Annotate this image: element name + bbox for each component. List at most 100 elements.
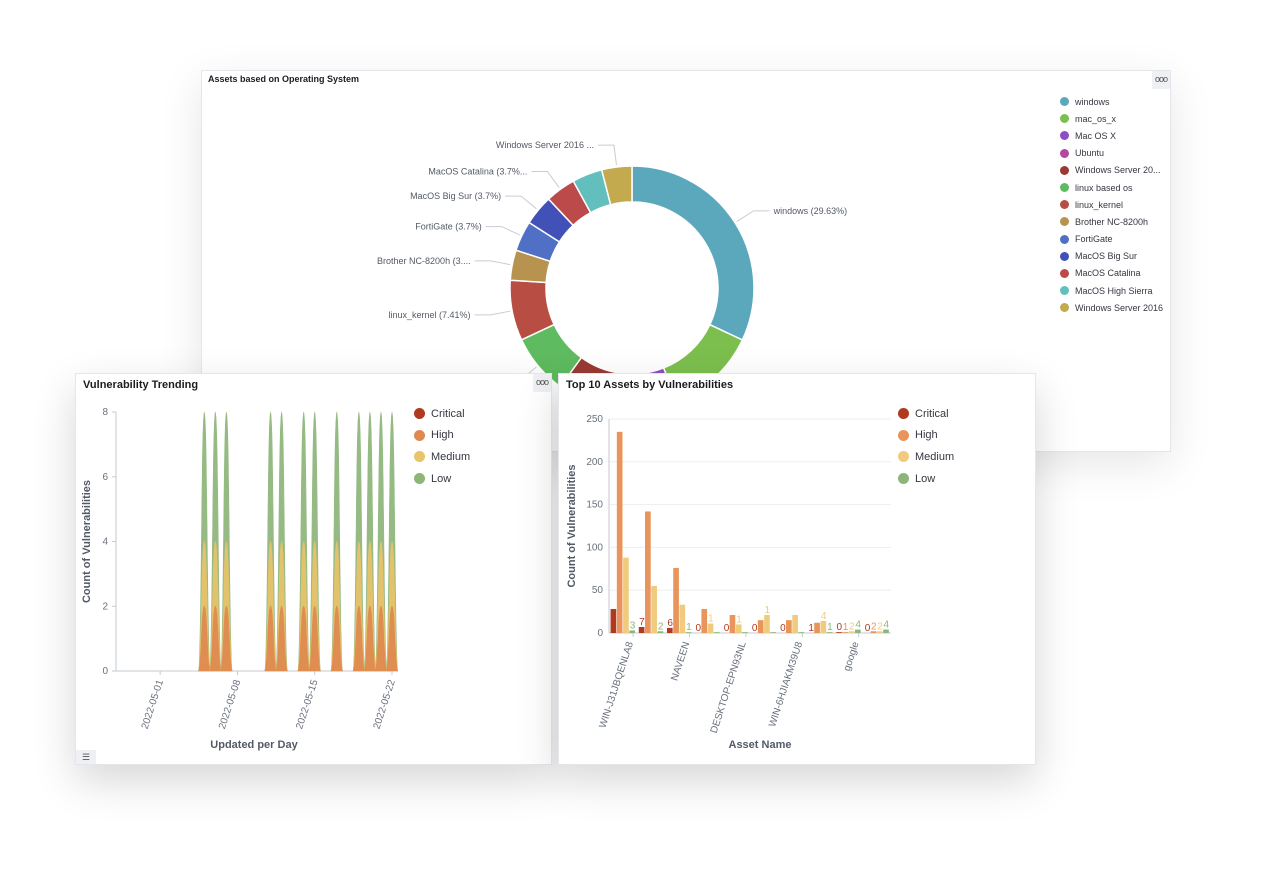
legend-dot <box>1060 97 1069 107</box>
y-tick-label: 200 <box>586 457 603 468</box>
pie-label-leader <box>485 226 521 236</box>
legend-item[interactable]: Critical <box>898 403 954 425</box>
bar-data-label: 2 <box>871 621 877 632</box>
legend-label: Mac OS X <box>1075 130 1117 141</box>
legend-item[interactable]: Critical <box>414 403 470 425</box>
legend-label: windows <box>1075 96 1110 107</box>
vulnerability-trending-panel: Vulnerability Trending ooo 0 2 4 6 8 2022-05-… <box>75 373 552 765</box>
legend-dot <box>898 473 909 485</box>
bar <box>651 585 657 633</box>
bar <box>848 631 855 633</box>
area-segment <box>308 605 322 672</box>
legend-dot <box>1060 303 1069 313</box>
bar-data-label: 1 <box>708 614 714 625</box>
bar-data-label: 6 <box>667 618 673 629</box>
ellipsis-icon[interactable]: ooo <box>533 374 551 392</box>
x-tick-label: 2022-05-22 <box>372 678 398 730</box>
x-axis-title: Asset Name <box>729 739 792 751</box>
legend-item[interactable]: Medium <box>414 446 470 468</box>
legend-item[interactable]: Brother NC-8200h <box>1060 213 1163 230</box>
legend-dot <box>1060 251 1069 261</box>
vulnerability-trend-chart: 0 2 4 6 8 2022-05-01 2022-05-08 2022-05-15 2022-… <box>81 407 399 751</box>
bar <box>707 623 714 633</box>
legend-item[interactable]: Windows Server 20... <box>1060 162 1163 179</box>
legend-dot <box>898 429 909 441</box>
area-segment <box>374 605 388 672</box>
bar <box>814 622 820 633</box>
legend-label: MacOS Catalina <box>1075 268 1141 279</box>
bar <box>623 557 629 633</box>
legend-item[interactable]: MacOS Catalina <box>1060 265 1163 282</box>
legend-label: Ubuntu <box>1075 148 1105 159</box>
trend-legend: Critical High Medium Low <box>414 403 470 489</box>
y-tick-label: 6 <box>102 472 108 483</box>
bar <box>854 629 861 633</box>
legend-dot <box>1060 268 1069 278</box>
legend-item[interactable]: Medium <box>898 446 954 468</box>
pie-slice <box>600 165 633 206</box>
bar-data-label: 4 <box>884 620 890 631</box>
bar-data-label: 2 <box>849 621 855 632</box>
x-tick-label: DESKTOP-EPN93NL <box>709 640 749 735</box>
ellipsis-icon[interactable]: ooo <box>1152 71 1170 89</box>
pie-label-leader <box>597 144 617 166</box>
x-tick-label: WIN-6HJIAKM39U8 <box>767 640 805 728</box>
legend-item[interactable]: MacOS Big Sur <box>1060 248 1163 265</box>
legend-item[interactable]: High <box>898 425 954 447</box>
pie-label-leader <box>531 170 560 188</box>
legend-item[interactable]: linux_kernel <box>1060 196 1163 213</box>
bar-data-label: 2 <box>877 621 883 632</box>
legend-label: Medium <box>915 450 955 463</box>
legend-dot <box>414 473 425 485</box>
legend-item[interactable]: linux based os <box>1060 179 1163 196</box>
bar <box>729 615 736 633</box>
bar <box>870 631 877 633</box>
legend-item[interactable]: MacOS High Sierra <box>1060 282 1163 299</box>
pie-slice-label: windows (29.63%) <box>773 206 848 216</box>
bar-data-label: 1 <box>686 622 692 633</box>
y-tick-label: 8 <box>102 407 108 418</box>
bar <box>685 632 692 633</box>
legend-item[interactable]: Windows Server 2016 <box>1060 299 1163 316</box>
legend-label: Medium <box>431 450 471 463</box>
legend-item[interactable]: Low <box>898 468 954 490</box>
area-segment <box>363 605 377 672</box>
bar-data-label: 0 <box>865 623 871 634</box>
legend-item[interactable]: Ubuntu <box>1060 145 1163 162</box>
legend-item[interactable]: FortiGate <box>1060 231 1163 248</box>
y-tick-label: 2 <box>102 601 108 612</box>
bar <box>836 632 842 633</box>
bar <box>883 629 889 633</box>
legend-label: mac_os_x <box>1075 113 1117 124</box>
pie-slice-label: Brother NC-8200h (3.... <box>377 256 471 266</box>
legend-dot <box>1060 165 1069 175</box>
panel-title: Vulnerability Trending <box>83 379 199 391</box>
panel-title: Top 10 Assets by Vulnerabilities <box>566 379 734 391</box>
legend-dot <box>898 408 909 420</box>
legend-dot <box>414 408 425 420</box>
bar <box>842 632 849 633</box>
legend-label: Critical <box>431 407 465 420</box>
y-tick-label: 100 <box>586 542 603 553</box>
bar <box>757 620 764 633</box>
bar-data-label: 1 <box>736 614 742 625</box>
bar-data-label: 0 <box>724 623 730 634</box>
y-tick-label: 4 <box>102 537 108 548</box>
legend-item[interactable]: windows <box>1060 93 1163 110</box>
legend-item[interactable]: High <box>414 425 470 447</box>
y-axis-title: Count of Vulnerabilities <box>81 480 93 603</box>
list-icon[interactable]: ☰ <box>76 750 96 764</box>
bar <box>742 632 748 633</box>
pie-label-leader <box>505 195 537 210</box>
top-assets-panel: Top 10 Assets by Vulnerabilities 0 50 100 1… <box>558 373 1036 765</box>
bar <box>657 631 664 633</box>
legend-label: MacOS High Sierra <box>1075 285 1153 296</box>
legend-item[interactable]: Mac OS X <box>1060 127 1163 144</box>
legend-item[interactable]: mac_os_x <box>1060 110 1163 127</box>
y-tick-label: 250 <box>586 414 603 425</box>
legend-label: Critical <box>915 407 949 420</box>
bar <box>679 604 686 633</box>
legend-label: MacOS Big Sur <box>1075 251 1138 262</box>
legend-item[interactable]: Low <box>414 468 470 490</box>
